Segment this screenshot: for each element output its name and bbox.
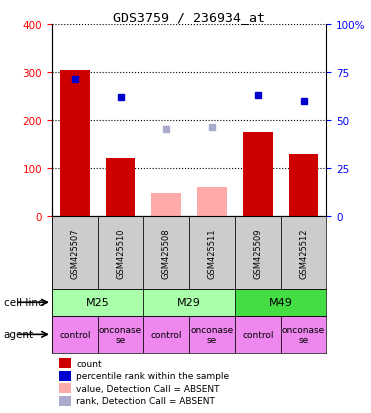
Text: M49: M49 [269,297,293,308]
Text: onconase
se: onconase se [282,325,325,344]
Text: value, Detection Call = ABSENT: value, Detection Call = ABSENT [76,384,220,393]
Bar [235,316,281,353]
Bar [197,187,227,217]
Text: GSM425512: GSM425512 [299,228,308,278]
Bar [144,289,235,316]
Bar [281,316,326,353]
Bar [52,316,98,353]
Bar [98,316,144,353]
Bar [281,217,326,289]
Text: control: control [151,330,182,339]
Text: onconase
se: onconase se [190,325,234,344]
Bar [243,133,273,217]
Text: GSM425507: GSM425507 [70,228,79,278]
Bar [144,217,189,289]
Text: rank, Detection Call = ABSENT: rank, Detection Call = ABSENT [76,396,215,405]
Title: GDS3759 / 236934_at: GDS3759 / 236934_at [113,11,265,24]
Bar [52,217,98,289]
Bar [289,154,318,217]
Text: M29: M29 [177,297,201,308]
Bar [189,217,235,289]
Text: cell line: cell line [4,297,44,308]
Text: control: control [59,330,91,339]
Bar [60,70,90,217]
Text: agent: agent [4,330,34,339]
Bar [98,217,144,289]
Bar [106,158,135,217]
Bar [189,316,235,353]
Text: GSM425509: GSM425509 [253,228,262,278]
Text: M25: M25 [86,297,109,308]
Bar [235,217,281,289]
Bar [144,316,189,353]
Text: control: control [242,330,273,339]
Text: GSM425508: GSM425508 [162,228,171,278]
Text: onconase
se: onconase se [99,325,142,344]
Text: percentile rank within the sample: percentile rank within the sample [76,371,229,380]
Bar [52,289,144,316]
Text: GSM425510: GSM425510 [116,228,125,278]
Text: count: count [76,359,102,368]
Text: GSM425511: GSM425511 [208,228,217,278]
Bar [151,194,181,217]
Bar [235,289,326,316]
